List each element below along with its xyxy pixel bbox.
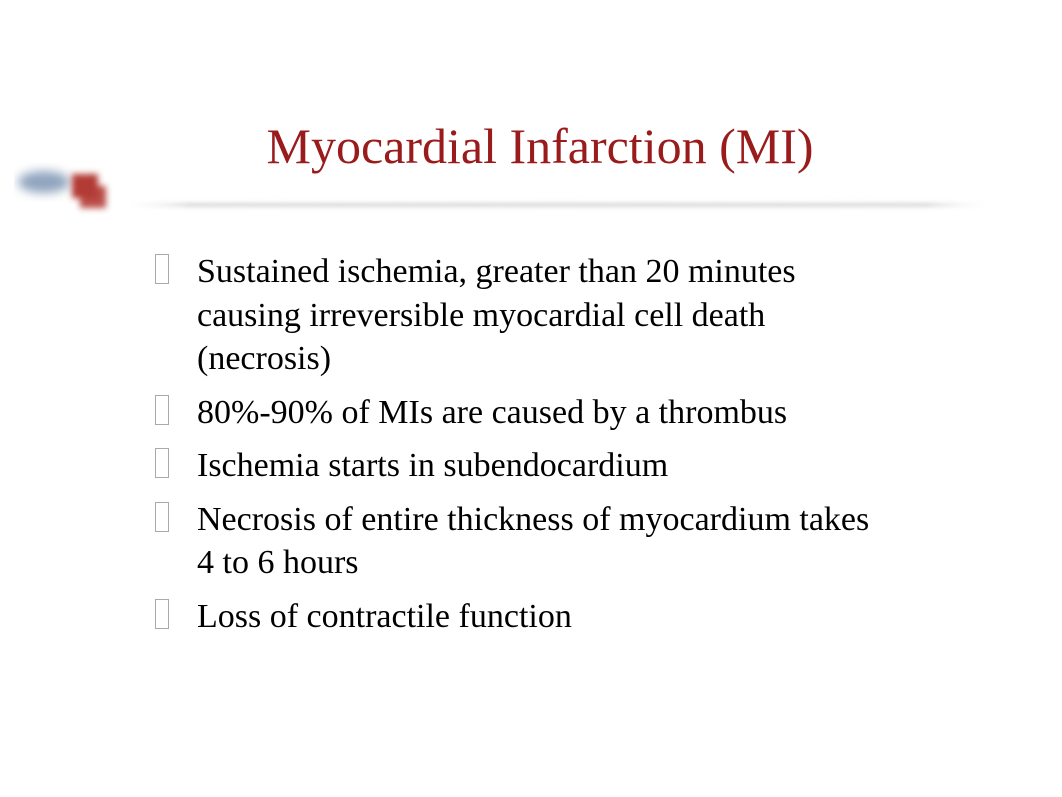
slide-title: Myocardial Infarction (MI) — [130, 118, 950, 176]
title-container: Myocardial Infarction (MI) — [130, 118, 950, 176]
bullet-text: Sustained ischemia, greater than 20 minu… — [197, 253, 796, 377]
bullet-list: Sustained ischemia, greater than 20 minu… — [155, 250, 875, 638]
bullet-marker-icon — [155, 395, 169, 425]
corner-decoration-icon — [14, 158, 114, 218]
bullet-marker-icon — [155, 502, 169, 532]
bullet-text: 80%-90% of MIs are caused by a thrombus — [197, 394, 787, 431]
list-item: Loss of contractile function — [155, 595, 875, 639]
slide: Myocardial Infarction (MI) Sustained isc… — [0, 0, 1062, 797]
bullet-marker-icon — [155, 599, 169, 629]
bullet-marker-icon — [155, 254, 169, 284]
list-item: Sustained ischemia, greater than 20 minu… — [155, 250, 875, 381]
list-item: Ischemia starts in subendocardium — [155, 444, 875, 488]
body-container: Sustained ischemia, greater than 20 minu… — [155, 250, 875, 648]
bullet-text: Ischemia starts in subendocardium — [197, 447, 668, 484]
list-item: 80%-90% of MIs are caused by a thrombus — [155, 391, 875, 435]
bullet-text: Loss of contractile function — [197, 598, 572, 635]
bullet-marker-icon — [155, 448, 169, 478]
bullet-text: Necrosis of entire thickness of myocardi… — [197, 501, 869, 582]
list-item: Necrosis of entire thickness of myocardi… — [155, 498, 875, 585]
title-underline-icon — [118, 196, 998, 214]
